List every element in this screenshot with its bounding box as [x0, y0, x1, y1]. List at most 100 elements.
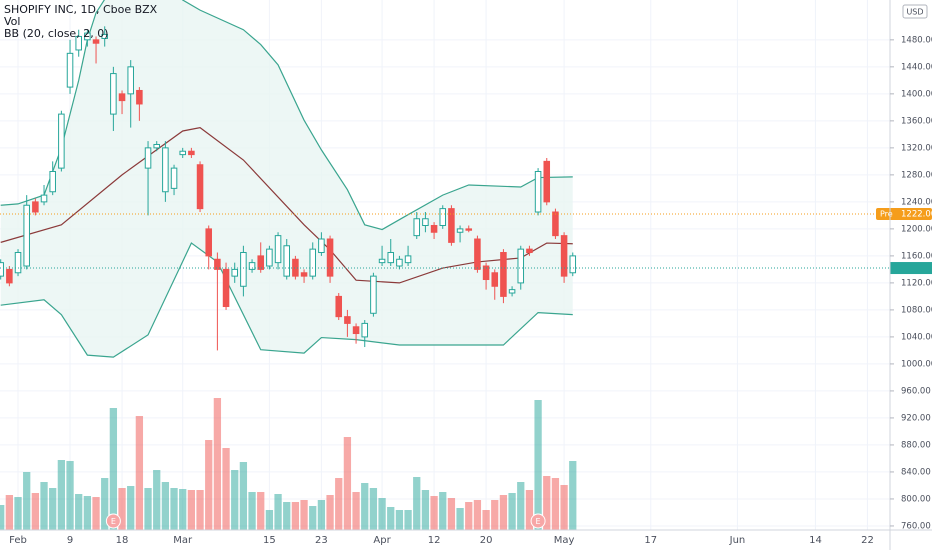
- candle-body: [127, 66, 134, 95]
- volume-bar: [66, 461, 74, 530]
- volume-bar: [343, 437, 352, 530]
- volume-bar: [517, 482, 525, 530]
- x-tick-label: Feb: [9, 535, 27, 546]
- candle-body: [292, 258, 299, 277]
- candle-body: [448, 208, 455, 243]
- candle-body: [222, 268, 230, 308]
- earnings-marker: [105, 513, 121, 529]
- candle-body: [58, 113, 65, 169]
- candle-body: [534, 170, 542, 213]
- y-tick-label: 1080.00: [901, 305, 932, 315]
- candle-body: [526, 248, 533, 254]
- volume-bar: [421, 490, 430, 530]
- y-tick-label: 760.00: [901, 521, 931, 531]
- x-tick-label: 15: [263, 535, 276, 546]
- pre-market-label: Pre: [880, 210, 893, 219]
- candle-body: [110, 73, 117, 115]
- candle-body: [214, 258, 221, 270]
- candle-body: [439, 208, 447, 227]
- x-tick-label: 17: [644, 535, 657, 546]
- candle-body: [6, 268, 13, 284]
- x-tick-label: 18: [116, 535, 129, 546]
- currency-box[interactable]: [902, 4, 928, 19]
- earnings-marker: [530, 513, 546, 529]
- candle-body: [196, 164, 204, 210]
- volume-bar: [92, 497, 100, 530]
- volume-bar: [465, 502, 473, 530]
- x-tick-label: Mar: [173, 535, 193, 546]
- volume-bar: [205, 440, 213, 530]
- volume-bar: [231, 470, 239, 530]
- volume-bar: [213, 398, 222, 530]
- volume-bar: [75, 494, 83, 530]
- volume-bar: [404, 510, 412, 530]
- candle-body: [370, 275, 377, 314]
- x-tick-label: 23: [315, 535, 328, 546]
- candle-body: [92, 39, 100, 44]
- volume-bar: [482, 510, 490, 530]
- volume-bar: [473, 500, 482, 530]
- volume-bar: [118, 488, 126, 530]
- candle-body: [387, 252, 395, 264]
- candle-body: [430, 225, 438, 233]
- band-line: [0, 242, 573, 358]
- candle-body: [101, 33, 108, 39]
- volume: [0, 398, 577, 530]
- candle-body: [465, 228, 473, 231]
- y-tick-label: 920.00: [901, 413, 931, 423]
- candle-body: [482, 265, 490, 281]
- currency[interactable]: USD: [906, 8, 923, 17]
- candle-body: [491, 272, 499, 287]
- y-tick-label: 840.00: [901, 467, 931, 477]
- volume-bar: [196, 490, 204, 530]
- volume-bar: [413, 477, 421, 530]
- candle-body: [205, 228, 212, 257]
- candle-body: [404, 255, 412, 264]
- candle-body: [283, 245, 291, 277]
- volume-bar: [543, 476, 551, 530]
- volume-bar: [525, 490, 534, 530]
- volume-bar: [179, 489, 187, 530]
- pre-market-value: 1222.00: [901, 210, 932, 220]
- candle-body: [560, 235, 568, 277]
- candle-body: [396, 258, 403, 267]
- candle-body: [23, 204, 30, 267]
- volume-bar: [239, 462, 248, 530]
- volume-bar: [551, 478, 560, 530]
- candle-body: [32, 201, 39, 213]
- y-tick-label: 960.00: [901, 386, 931, 396]
- y-tick-label: 800.00: [901, 494, 931, 504]
- volume-bar: [395, 510, 404, 530]
- candle-body: [456, 228, 464, 233]
- earnings-label: E: [111, 517, 116, 526]
- candle-body: [49, 170, 56, 193]
- volume-bar: [499, 495, 508, 530]
- candle-body: [40, 194, 48, 203]
- earnings-label: E: [536, 517, 541, 526]
- candle-body: [300, 272, 308, 277]
- y-tick-label: 1440.00: [901, 62, 932, 72]
- candle-body: [352, 326, 360, 335]
- candle-body: [240, 252, 247, 287]
- volume-bar: [439, 492, 447, 530]
- volume-bar: [31, 493, 40, 530]
- volume-bar: [456, 508, 464, 530]
- volume-bar: [83, 496, 92, 530]
- volume-bar: [265, 510, 274, 530]
- volume-bar: [309, 506, 317, 530]
- candle-body: [118, 93, 126, 102]
- x-tick-label: Jun: [729, 535, 746, 546]
- candle-body: [309, 248, 317, 277]
- y-tick-label: 1240.00: [901, 197, 932, 207]
- candle-body: [274, 235, 282, 264]
- candle-body: [543, 160, 551, 203]
- volume-bar: [5, 495, 14, 530]
- candle-body: [413, 218, 421, 237]
- volume-bar: [534, 400, 542, 530]
- candle-body: [144, 147, 152, 169]
- y-tick-label: 880.00: [901, 440, 931, 450]
- x-tick-label: 9: [67, 535, 73, 546]
- volume-bar: [326, 495, 334, 530]
- x-tick-label: May: [554, 535, 575, 546]
